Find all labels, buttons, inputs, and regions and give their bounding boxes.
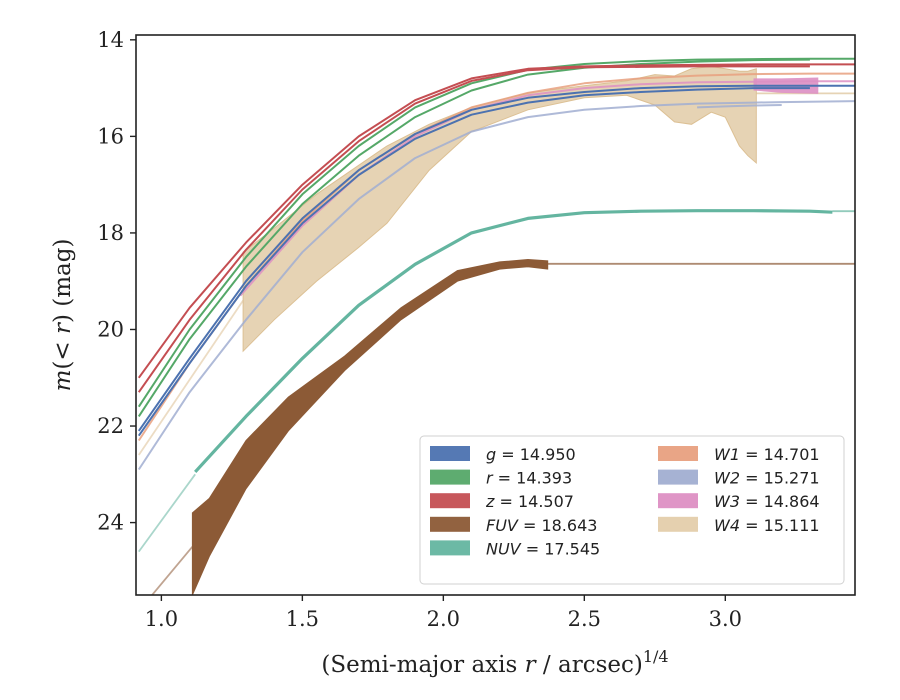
series-z-line bbox=[137, 63, 855, 379]
legend-swatch-nuv bbox=[430, 540, 470, 556]
series-w2-line bbox=[137, 100, 855, 471]
legend-label-w2: W2 = 15.271 bbox=[714, 469, 820, 488]
x-tick-label: 2.0 bbox=[427, 607, 460, 631]
legend-swatch-fuv bbox=[430, 516, 470, 532]
legend-frame bbox=[419, 435, 845, 585]
series-g-line bbox=[137, 84, 855, 432]
legend-label-w1: W1 = 14.701 bbox=[714, 445, 820, 464]
series-nuv-line bbox=[194, 209, 833, 473]
legend-label-r: r = 14.393 bbox=[486, 469, 572, 488]
legend-swatch-z bbox=[430, 493, 470, 509]
y-tick-label: 18 bbox=[97, 221, 124, 245]
legend-swatch-w4 bbox=[658, 516, 698, 532]
series-r-line-2 bbox=[137, 58, 810, 417]
legend-label-fuv: FUV = 18.643 bbox=[486, 516, 597, 535]
y-tick-label: 22 bbox=[97, 414, 124, 438]
legend-swatch-w1 bbox=[658, 446, 698, 461]
series-nuv-extension bbox=[138, 473, 196, 553]
plot-frame bbox=[135, 34, 856, 596]
legend-swatch-g bbox=[430, 446, 470, 461]
series-w4-extension bbox=[138, 299, 244, 456]
x-tick-label: 1.5 bbox=[286, 607, 319, 631]
x-tick-label: 1.0 bbox=[145, 607, 178, 631]
y-tick-label: 16 bbox=[97, 124, 124, 148]
x-axis-label: (Semi-major axis r / arcsec)1/4 bbox=[321, 647, 668, 678]
legend-label-g: g = 14.950 bbox=[486, 445, 576, 464]
legend-label-nuv: NUV = 17.545 bbox=[486, 539, 600, 558]
data-layer bbox=[137, 57, 855, 595]
y-axis-label: m(< r) (mag) bbox=[50, 239, 76, 392]
series-g-line-2 bbox=[137, 87, 810, 437]
x-tick-label: 2.5 bbox=[568, 607, 601, 631]
series-fuv-band bbox=[191, 258, 549, 595]
legend-swatch-w2 bbox=[658, 469, 698, 485]
legend-swatch-r bbox=[430, 469, 470, 485]
x-tick-label: 3.0 bbox=[709, 607, 742, 631]
y-tick-label: 14 bbox=[97, 28, 124, 52]
series-w2-line-2 bbox=[697, 104, 782, 109]
series-fuv-extension bbox=[150, 546, 194, 595]
ticks-layer: 1.0 1.5 2.0 2.5 3.0 14 16 18 20 22 24 bbox=[97, 28, 742, 631]
legend-swatch-w3 bbox=[658, 493, 698, 509]
series-z-line-2 bbox=[137, 65, 810, 393]
legend: g = 14.950 r = 14.393 z = 14.507 FUV = 18.6… bbox=[419, 435, 845, 585]
legend-label-w4: W4 = 15.111 bbox=[714, 516, 820, 535]
legend-label-z: z = 14.507 bbox=[485, 492, 574, 511]
y-tick-label: 24 bbox=[97, 511, 124, 535]
legend-label-w3: W3 = 14.864 bbox=[714, 492, 820, 511]
y-tick-label: 20 bbox=[97, 317, 124, 341]
